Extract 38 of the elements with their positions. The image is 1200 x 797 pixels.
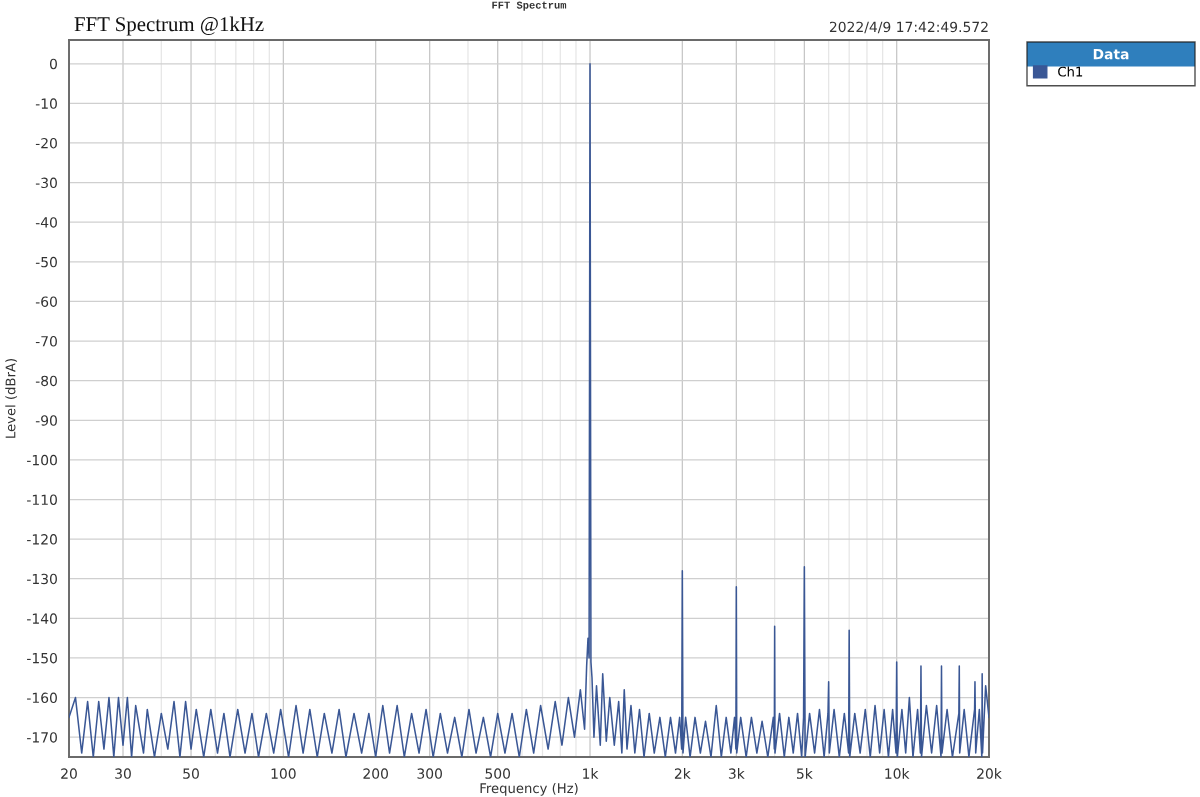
x-tick-label: 3k bbox=[728, 768, 745, 779]
x-tick-label: 30 bbox=[115, 768, 131, 779]
x-tick-label: 2k bbox=[674, 768, 691, 779]
y-tick-label: -110 bbox=[27, 494, 57, 505]
y-tick-label: -50 bbox=[35, 256, 57, 268]
x-tick-label: 20 bbox=[61, 768, 77, 779]
y-tick-label: -70 bbox=[35, 336, 57, 347]
x-tick-label: 20k bbox=[977, 768, 1002, 779]
y-tick-label: 0 bbox=[49, 58, 57, 70]
x-tick-label: 300 bbox=[417, 768, 442, 779]
y-tick-label: -40 bbox=[35, 217, 57, 228]
y-tick-label: -160 bbox=[27, 692, 57, 704]
text: 2022/4/9 17:42:49.572 bbox=[829, 21, 988, 34]
y-tick-label: -130 bbox=[27, 573, 57, 585]
y-tick-label: -150 bbox=[27, 652, 57, 664]
y-tick-label: -60 bbox=[35, 296, 57, 307]
y-tick-label: -30 bbox=[35, 177, 57, 189]
y-tick-label: -90 bbox=[35, 415, 57, 426]
y-tick-label: -100 bbox=[27, 454, 57, 466]
chart-title: FFT Spectrum @1kHz bbox=[74, 16, 264, 36]
y-tick-label: -20 bbox=[35, 137, 57, 149]
y-axis-title: Level (dBrA) bbox=[5, 359, 18, 438]
x-tick-label: 1k bbox=[583, 768, 599, 779]
y-tick-label: -80 bbox=[35, 375, 57, 387]
x-axis-title: Frequency (Hz) bbox=[480, 782, 578, 796]
legend-label: Ch1 bbox=[1058, 66, 1083, 77]
legend-title: Data bbox=[1093, 49, 1129, 60]
x-tick-label: 50 bbox=[183, 768, 199, 779]
x-tick-label: 200 bbox=[363, 768, 388, 779]
x-tick-label: 100 bbox=[271, 768, 296, 779]
y-tick-label: -10 bbox=[35, 98, 57, 109]
x-tick-label: 10k bbox=[885, 768, 910, 779]
y-tick-label: -120 bbox=[27, 534, 57, 545]
y-tick-label: -170 bbox=[27, 732, 57, 743]
x-tick-label: 5k bbox=[797, 768, 813, 779]
y-tick-label: -140 bbox=[27, 613, 57, 624]
x-tick-label: 500 bbox=[485, 768, 511, 779]
text: FFT Spectrum bbox=[492, 1, 567, 11]
